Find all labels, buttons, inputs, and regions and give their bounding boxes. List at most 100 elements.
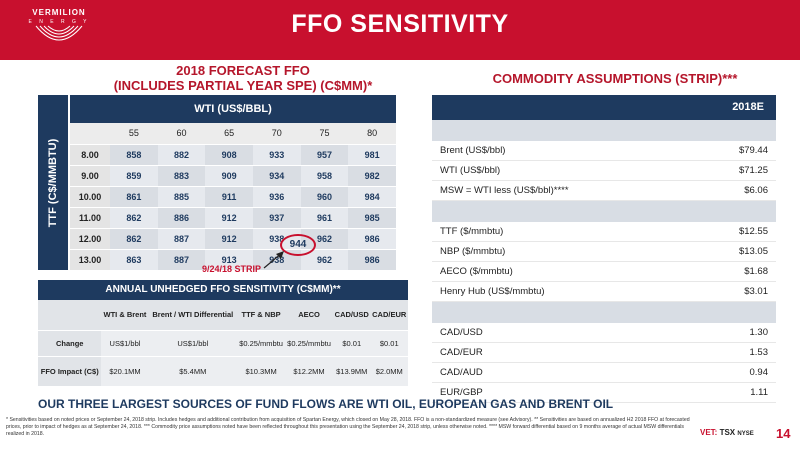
impact-cell: $12.2MM bbox=[285, 356, 334, 387]
ffo-cell: 986 bbox=[348, 249, 396, 271]
table-row: 10.00 861 885 911 936 960 984 bbox=[70, 186, 396, 208]
item-value: 1.53 bbox=[749, 347, 769, 358]
exchange-listing: VET: TSX NYSE bbox=[700, 428, 754, 437]
impact-cell: $13.9MM bbox=[333, 356, 371, 387]
list-item: CAD/EUR 1.53 bbox=[432, 343, 776, 363]
annual-header-cell: CAD/USD bbox=[333, 300, 371, 331]
key-message-banner: OUR THREE LARGEST SOURCES OF FUND FLOWS … bbox=[38, 397, 614, 411]
ffo-cell: 909 bbox=[205, 165, 253, 187]
list-item: CAD/USD 1.30 bbox=[432, 323, 776, 343]
item-value: $13.05 bbox=[738, 246, 768, 257]
ffo-cell: 961 bbox=[300, 207, 349, 229]
table-row: FFO Impact (C$) $20.1MM $5.4MM $10.3MM $… bbox=[38, 356, 408, 387]
brand-name: VERMILION bbox=[32, 8, 86, 17]
table-row: 8.00 858 882 908 933 957 981 bbox=[70, 144, 396, 166]
group-divider bbox=[432, 120, 776, 141]
item-value: 0.94 bbox=[749, 367, 769, 378]
ffo-cell: 861 bbox=[110, 186, 158, 208]
item-value: 1.11 bbox=[750, 387, 768, 398]
highlight-arrow-icon bbox=[263, 251, 284, 269]
wti-header-cell: 60 bbox=[157, 123, 206, 145]
wti-header-cell: 70 bbox=[252, 123, 301, 145]
commodity-title: COMMODITY ASSUMPTIONS (STRIP)*** bbox=[492, 71, 738, 86]
change-cell: $0.25/mmbtu bbox=[237, 330, 286, 357]
list-item: Henry Hub (US$/mmbtu) $3.01 bbox=[432, 282, 776, 302]
ttf-row-label: 9.00 bbox=[70, 165, 110, 187]
list-item: Brent (US$/bbl) $79.44 bbox=[432, 141, 776, 161]
change-cell: $0.25/mmbtu bbox=[285, 330, 334, 357]
impact-cell: $5.4MM bbox=[148, 356, 238, 387]
ffo-cell: 858 bbox=[110, 144, 158, 166]
item-label: Henry Hub (US$/mmbtu) bbox=[440, 286, 545, 297]
highlight-value: 944 bbox=[289, 239, 307, 250]
item-value: $71.25 bbox=[738, 165, 768, 176]
wti-header-cell: 55 bbox=[110, 123, 158, 145]
ttf-axis-label: TTF (C$/MMBTU) bbox=[38, 95, 68, 270]
item-label: AECO ($/mmbtu) bbox=[440, 266, 513, 277]
list-item: NBP ($/mmbtu) $13.05 bbox=[432, 242, 776, 262]
forecast-title-line2: (INCLUDES PARTIAL YEAR SPE) (C$MM)* bbox=[113, 78, 373, 93]
item-value: 1.30 bbox=[749, 327, 769, 338]
ffo-cell: 958 bbox=[300, 165, 349, 187]
page-number: 14 bbox=[776, 426, 791, 441]
list-item: MSW = WTI less (US$/bbl)**** $6.06 bbox=[432, 181, 776, 201]
ffo-cell: 887 bbox=[157, 249, 206, 271]
corner-cell bbox=[38, 300, 102, 331]
ttf-row-label: 13.00 bbox=[70, 249, 110, 271]
ffo-cell: 863 bbox=[110, 249, 158, 271]
annual-header-cell: TTF & NBP bbox=[237, 300, 286, 331]
item-label: EUR/GBP bbox=[440, 387, 483, 398]
page-title: FFO SENSITIVITY bbox=[291, 10, 509, 38]
wti-axis-label: WTI (US$/BBL) bbox=[70, 95, 396, 123]
ffo-cell: 908 bbox=[205, 144, 253, 166]
change-cell: $0.01 bbox=[333, 330, 371, 357]
table-row: Change US$1/bbl US$1/bbl $0.25/mmbtu $0.… bbox=[38, 330, 408, 357]
ffo-cell: 985 bbox=[348, 207, 396, 229]
item-value: $1.68 bbox=[744, 266, 768, 277]
change-cell: $0.01 bbox=[370, 330, 408, 357]
ttf-row-label: 12.00 bbox=[70, 228, 110, 250]
vermilion-logo: VERMILION E N E R G Y bbox=[14, 8, 104, 52]
annual-sensitivity-title: ANNUAL UNHEDGED FFO SENSITIVITY (C$MM)** bbox=[38, 280, 408, 300]
ffo-cell: 882 bbox=[157, 144, 206, 166]
footnote: * Sensitivities based on noted prices or… bbox=[6, 417, 690, 437]
strip-label: 9/24/18 STRIP bbox=[202, 264, 262, 274]
logo-arc-icon bbox=[35, 25, 83, 41]
ffo-cell: 936 bbox=[252, 186, 301, 208]
list-item: WTI (US$/bbl) $71.25 bbox=[432, 161, 776, 181]
ffo-cell: 911 bbox=[205, 186, 253, 208]
header-bar: VERMILION E N E R G Y FFO SENSITIVITY bbox=[0, 0, 800, 60]
annual-header-cell: WTI & Brent bbox=[101, 300, 149, 331]
list-item: CAD/AUD 0.94 bbox=[432, 363, 776, 383]
ffo-cell: 862 bbox=[110, 228, 158, 250]
list-item: TTF ($/mmbtu) $12.55 bbox=[432, 222, 776, 242]
ttf-axis-text: TTF (C$/MMBTU) bbox=[47, 138, 59, 227]
ffo-cell: 883 bbox=[157, 165, 206, 187]
tsx-logo: TSX bbox=[719, 428, 736, 437]
impact-cell: $2.0MM bbox=[370, 356, 408, 387]
ttf-row-label: 11.00 bbox=[70, 207, 110, 229]
ffo-cell: 986 bbox=[348, 228, 396, 250]
item-label: Brent (US$/bbl) bbox=[440, 145, 506, 156]
item-value: $12.55 bbox=[738, 226, 768, 237]
ticker-label: VET: bbox=[700, 428, 718, 437]
item-value: $6.06 bbox=[744, 185, 768, 196]
change-cell: US$1/bbl bbox=[148, 330, 238, 357]
ffo-cell: 957 bbox=[300, 144, 349, 166]
wti-header-cell: 65 bbox=[205, 123, 253, 145]
item-label: NBP ($/mmbtu) bbox=[440, 246, 506, 257]
annual-header-cell: CAD/EUR bbox=[370, 300, 408, 331]
brand-sub: E N E R G Y bbox=[28, 19, 90, 25]
item-label: WTI (US$/bbl) bbox=[440, 165, 501, 176]
ffo-cell: 933 bbox=[252, 144, 301, 166]
ttf-row-label: 10.00 bbox=[70, 186, 110, 208]
ttf-row-label: 8.00 bbox=[70, 144, 110, 166]
item-label: TTF ($/mmbtu) bbox=[440, 226, 504, 237]
item-label: CAD/EUR bbox=[440, 347, 483, 358]
ffo-cell: 886 bbox=[157, 207, 206, 229]
impact-cell: $10.3MM bbox=[237, 356, 286, 387]
ffo-cell: 937 bbox=[252, 207, 301, 229]
ffo-cell: 981 bbox=[348, 144, 396, 166]
table-row: 9.00 859 883 909 934 958 982 bbox=[70, 165, 396, 187]
annual-header-row: WTI & Brent Brent / WTI Differential TTF… bbox=[38, 300, 408, 331]
